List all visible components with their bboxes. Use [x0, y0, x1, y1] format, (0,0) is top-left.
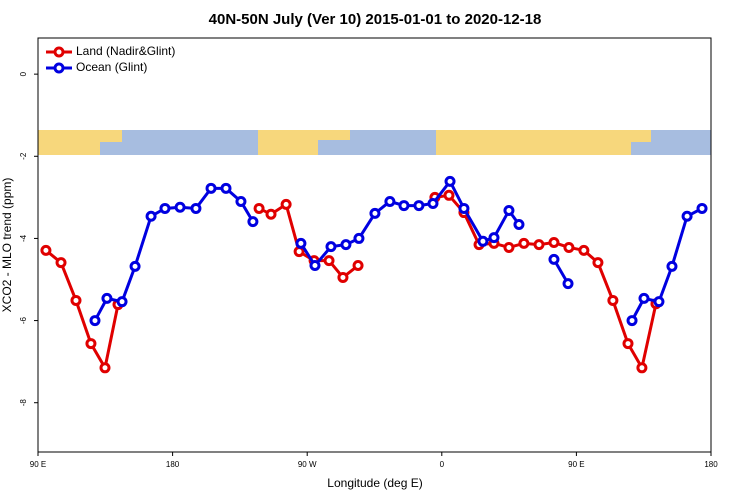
legend-marker: [53, 46, 65, 58]
data-point: [145, 210, 157, 222]
data-point: [293, 246, 305, 258]
x-tick-label: 180: [166, 460, 180, 469]
data-point: [247, 216, 259, 228]
data-point: [384, 195, 396, 207]
chart-title: 40N-50N July (Ver 10) 2015-01-01 to 2020…: [209, 11, 542, 28]
data-point: [337, 271, 349, 283]
data-point: [309, 260, 321, 272]
y-tick-label: -4: [19, 234, 28, 242]
data-point: [353, 232, 365, 244]
y-tick-label: -8: [19, 399, 28, 407]
data-point: [653, 296, 665, 308]
data-point: [626, 315, 638, 327]
data-point: [413, 200, 425, 212]
legend-label: Land (Nadir&Glint): [76, 44, 175, 58]
data-point: [477, 235, 489, 247]
data-point: [488, 232, 500, 244]
x-tick-label: 180: [704, 460, 718, 469]
data-point: [325, 241, 337, 253]
x-axis-label: Longitude (deg E): [327, 476, 422, 490]
land-band: [318, 130, 350, 140]
data-point: [513, 218, 525, 230]
data-point: [265, 208, 277, 220]
data-point: [369, 207, 381, 219]
data-point: [533, 239, 545, 251]
data-point: [427, 198, 439, 210]
data-point: [235, 195, 247, 207]
y-tick-label: -2: [19, 152, 28, 160]
land-band: [258, 130, 318, 155]
y-tick-label: -6: [19, 316, 28, 324]
data-point: [398, 200, 410, 212]
data-point: [129, 260, 141, 272]
data-point: [548, 253, 560, 265]
data-point: [220, 182, 232, 194]
series-line: [299, 178, 521, 269]
data-point: [89, 315, 101, 327]
map-strip: [38, 130, 711, 155]
data-point: [99, 362, 111, 374]
data-point: [562, 278, 574, 290]
data-point: [622, 338, 634, 350]
land-band: [631, 130, 651, 142]
land-band: [436, 130, 631, 155]
x-tick-label: 0: [440, 460, 445, 469]
y-tick-label: 0: [19, 71, 28, 76]
x-tick-label: 90 E: [30, 460, 46, 469]
data-point: [190, 202, 202, 214]
data-point: [443, 189, 455, 201]
data-point: [40, 244, 52, 256]
data-point: [458, 202, 470, 214]
legend-marker: [53, 62, 65, 74]
data-point: [205, 182, 217, 194]
data-point: [548, 237, 560, 249]
series-line: [434, 193, 658, 372]
land-band: [100, 130, 122, 142]
data-point: [340, 239, 352, 251]
series-line: [44, 249, 120, 372]
data-point: [116, 296, 128, 308]
data-point: [592, 257, 604, 269]
data-point: [70, 294, 82, 306]
data-point: [696, 202, 708, 214]
data-point: [323, 255, 335, 267]
data-point: [444, 175, 456, 187]
data-point: [159, 202, 171, 214]
data-point: [295, 237, 307, 249]
y-axis-label: XCO2 - MLO trend (ppm): [0, 178, 14, 313]
legend-label: Ocean (Glint): [76, 60, 147, 74]
data-point: [607, 294, 619, 306]
data-point: [352, 260, 364, 272]
data-point: [101, 292, 113, 304]
data-point: [666, 260, 678, 272]
land-band: [38, 130, 100, 155]
data-point: [280, 198, 292, 210]
data-point: [503, 205, 515, 216]
data-point: [636, 362, 648, 374]
data-point: [253, 202, 265, 214]
plot-frame: [37, 37, 712, 453]
data-point: [578, 244, 590, 256]
x-tick-label: 90 W: [298, 460, 317, 469]
data-point: [174, 201, 186, 213]
data-point: [518, 237, 530, 249]
data-point: [638, 292, 650, 304]
data-point: [681, 210, 693, 222]
data-point: [563, 241, 575, 253]
data-point: [55, 257, 67, 269]
data-point: [85, 338, 97, 350]
data-point: [503, 241, 515, 253]
x-tick-label: 90 E: [568, 460, 584, 469]
